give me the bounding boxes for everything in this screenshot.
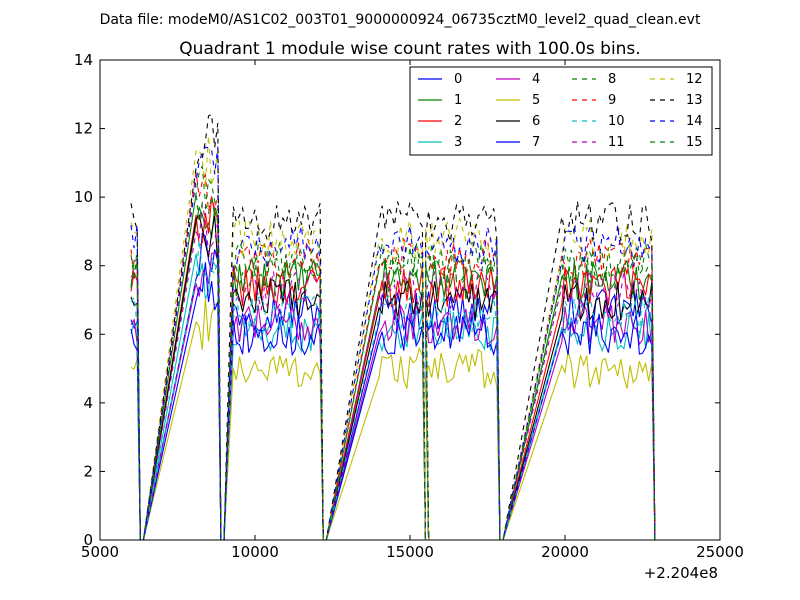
series-line-14 [130, 146, 656, 540]
legend-label-7: 7 [532, 135, 540, 150]
legend-label-5: 5 [532, 93, 540, 108]
x-tick-label: 25000 [696, 543, 744, 561]
series-line-10 [130, 239, 656, 540]
legend-label-6: 6 [532, 114, 540, 129]
legend-label-9: 9 [608, 93, 616, 108]
legend-label-11: 11 [608, 135, 625, 150]
y-tick-label: 14 [74, 51, 93, 69]
x-tick-label: 10000 [231, 543, 279, 561]
series-line-13 [130, 113, 656, 540]
y-tick-label: 6 [83, 325, 93, 343]
y-tick-label: 8 [83, 257, 93, 275]
series-line-11 [130, 204, 656, 540]
chart-title: Quadrant 1 module wise count rates with … [179, 39, 640, 59]
legend-label-10: 10 [608, 114, 625, 129]
series-line-12 [130, 135, 656, 540]
series-line-9 [130, 172, 656, 540]
plot-frame [99, 59, 721, 541]
y-tick-label: 0 [83, 531, 93, 549]
legend-label-12: 12 [686, 72, 703, 87]
legend-label-8: 8 [608, 72, 616, 87]
legend-label-14: 14 [686, 114, 703, 129]
legend-label-4: 4 [532, 72, 540, 87]
x-offset-label: +2.204e8 [644, 564, 718, 582]
y-tick-label: 4 [83, 394, 93, 412]
series-line-5 [130, 298, 656, 540]
legend-label-3: 3 [454, 135, 462, 150]
legend-label-0: 0 [454, 72, 462, 87]
suptitle: Data file: modeM0/AS1C02_003T01_90000009… [100, 12, 701, 28]
legend-label-1: 1 [454, 93, 462, 108]
y-tick-label: 12 [74, 120, 93, 138]
series-line-7 [130, 262, 656, 540]
legend-label-2: 2 [454, 114, 462, 129]
series-layer [130, 113, 656, 540]
series-line-6 [130, 214, 656, 540]
series-line-15 [130, 177, 656, 540]
series-line-8 [130, 164, 656, 540]
legend-label-13: 13 [686, 93, 703, 108]
y-tick-label: 2 [83, 462, 93, 480]
x-tick-label: 5000 [81, 543, 119, 561]
legend-box [409, 66, 713, 156]
legend-label-15: 15 [686, 135, 703, 150]
y-tick-label: 10 [74, 188, 93, 206]
x-tick-label: 20000 [541, 543, 589, 561]
x-tick-label: 15000 [386, 543, 434, 561]
